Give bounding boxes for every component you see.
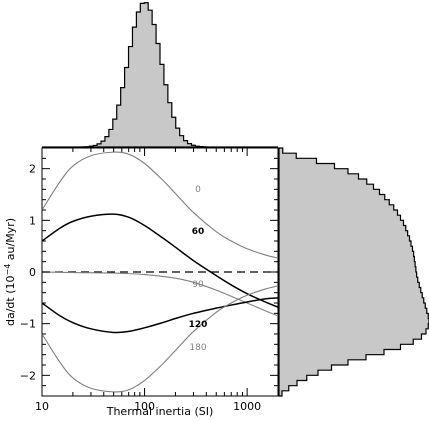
curve-0 bbox=[41, 151, 279, 259]
x-axis-title: Thermal inertia (SI) bbox=[106, 405, 214, 418]
y-axis-title: da/dt (10−4 au/Myr) bbox=[3, 218, 18, 326]
curve-label-60: 60 bbox=[192, 227, 205, 237]
curve-90 bbox=[41, 271, 279, 317]
axis-ticks: −2 −1 0 1 2 10 100 1000 bbox=[20, 147, 279, 413]
y-axis-title-unit: au/Myr) bbox=[4, 218, 17, 264]
right-histogram bbox=[278, 147, 429, 397]
y-tick-label: 1 bbox=[29, 214, 36, 227]
x-tick-label: 10 bbox=[35, 400, 49, 413]
curve-label-120: 120 bbox=[189, 320, 208, 330]
y-tick-label: −1 bbox=[20, 318, 36, 331]
curve-120 bbox=[41, 297, 279, 334]
right-histogram-bars bbox=[278, 147, 429, 397]
curves bbox=[41, 151, 279, 393]
curve-60 bbox=[41, 213, 279, 308]
curve-labels: 0 60 90 120 180 bbox=[189, 185, 208, 353]
top-histogram bbox=[42, 2, 278, 148]
x-tick-label: 100 bbox=[134, 400, 155, 413]
y-tick-label: 0 bbox=[29, 266, 36, 279]
y-tick-label: 2 bbox=[29, 163, 36, 176]
curve-label-180: 180 bbox=[189, 343, 206, 353]
main-plot: −2 −1 0 1 2 10 100 1000 0 60 90 120 180 bbox=[20, 147, 279, 413]
y-axis-title-exponent: −4 bbox=[3, 264, 12, 276]
curve-label-0: 0 bbox=[195, 185, 201, 195]
top-histogram-bars bbox=[42, 2, 278, 148]
curve-label-90: 90 bbox=[192, 280, 204, 290]
x-tick-label: 1000 bbox=[233, 400, 261, 413]
y-tick-label: −2 bbox=[20, 369, 36, 382]
curve-180 bbox=[41, 285, 279, 393]
y-axis-title-part: da/dt (10 bbox=[4, 276, 17, 327]
